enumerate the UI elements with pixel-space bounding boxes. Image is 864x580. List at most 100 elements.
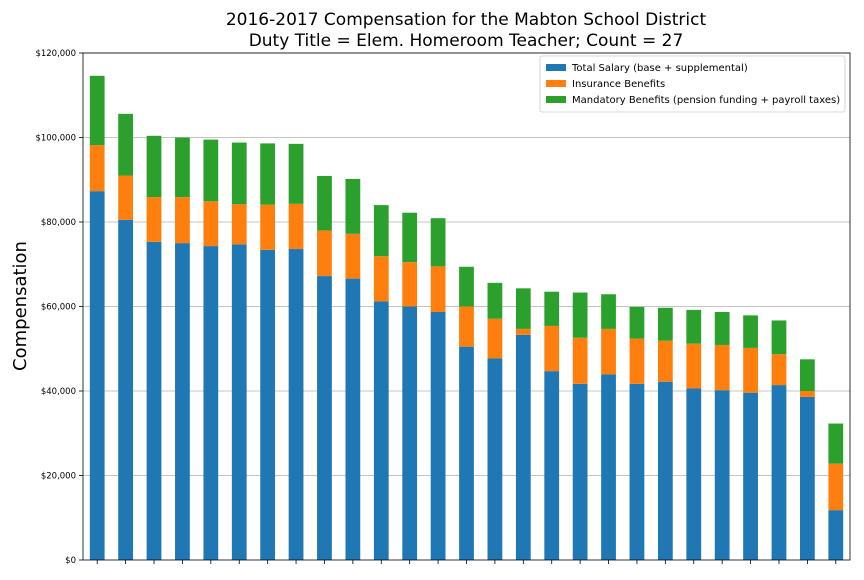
bar-segment-1 (657, 381, 673, 560)
bar-segment-2 (487, 318, 503, 359)
chart-title-line-1: 2016-2017 Compensation for the Mabton Sc… (226, 10, 707, 30)
bar-segment-1 (686, 388, 702, 560)
bar-segment-3 (317, 175, 332, 231)
bar-segment-2 (402, 262, 418, 307)
bar-segment-2 (828, 463, 844, 511)
bar-segment-1 (743, 392, 758, 560)
bar-segment-3 (118, 113, 133, 176)
bar-segment-3 (288, 143, 304, 204)
bar-segment-2 (203, 201, 219, 247)
bar-segment-3 (260, 143, 276, 205)
bar-segment-2 (743, 347, 758, 393)
bar-segment-1 (118, 219, 133, 560)
bar-segment-1 (89, 191, 105, 560)
bar-segment-3 (487, 282, 503, 319)
bar-segment-2 (146, 197, 162, 242)
bar-segment-2 (572, 337, 588, 384)
bar-segment-1 (487, 358, 503, 560)
y-tick-label: $40,000 (41, 387, 76, 397)
bar-segment-3 (89, 75, 105, 146)
bar-segment-1 (459, 346, 474, 560)
chart-title-line-2: Duty Title = Elem. Homeroom Teacher; Cou… (249, 31, 684, 51)
legend-box (539, 55, 846, 113)
bar-segment-1 (601, 374, 616, 560)
bar-segment-2 (629, 338, 645, 384)
bar-segment-3 (402, 212, 418, 263)
bar-segment-2 (317, 230, 332, 277)
bar-segment-2 (544, 325, 560, 372)
bar-segment-3 (743, 315, 758, 348)
bar-segment-2 (288, 203, 304, 250)
bar-segment-3 (345, 178, 361, 234)
legend-swatch (546, 80, 566, 87)
y-axis-label: Compensation (10, 241, 31, 371)
y-tick-label: $20,000 (41, 472, 76, 482)
legend-swatch (546, 96, 566, 103)
bar-segment-3 (657, 307, 673, 341)
legend-swatch (546, 64, 566, 71)
legend-label: Total Salary (base + supplemental) (571, 63, 748, 74)
bar-segment-1 (345, 278, 361, 560)
bar-segment-3 (601, 294, 616, 329)
bar-segment-3 (629, 306, 645, 339)
bar-segment-1 (373, 301, 389, 560)
y-tick-label: $100,000 (35, 134, 76, 144)
y-tick-label: $0 (65, 556, 76, 566)
bar-segment-2 (601, 328, 616, 375)
bar-segment-1 (430, 311, 446, 560)
y-tick-label: $60,000 (41, 303, 76, 313)
chart-title: 2016-2017 Compensation for the Mabton Sc… (226, 10, 707, 51)
bar-segment-1 (771, 385, 787, 560)
bar-segment-3 (231, 142, 247, 205)
bar-segment-2 (515, 328, 531, 335)
bar-segment-1 (260, 249, 276, 560)
legend: Total Salary (base + supplemental) Insura… (539, 55, 846, 113)
bar-segment-1 (714, 390, 730, 560)
bar-segment-1 (146, 241, 162, 561)
bar-segment-1 (515, 334, 531, 560)
bar-segment-3 (146, 135, 162, 198)
bar-segment-2 (430, 266, 446, 312)
bar-segment-2 (686, 343, 702, 389)
y-tick-label: $80,000 (41, 218, 76, 228)
bar-segment-3 (175, 137, 190, 198)
bar-segment-1 (544, 371, 560, 560)
bar-segment-1 (402, 306, 418, 560)
bar-segment-3 (771, 320, 787, 355)
bar-segment-3 (686, 309, 702, 344)
bar-segment-1 (572, 383, 588, 560)
bar-segment-2 (345, 233, 361, 279)
bar-segment-3 (515, 288, 531, 329)
bar-segment-2 (771, 354, 787, 386)
bar-segment-2 (231, 204, 247, 245)
bar-segment-2 (89, 145, 105, 192)
bar-segment-3 (572, 292, 588, 338)
bar-segment-2 (260, 204, 276, 250)
bar-segment-3 (544, 291, 560, 326)
bar-segment-1 (317, 276, 332, 560)
legend-label: Insurance Benefits (572, 79, 665, 90)
bar-segment-2 (118, 175, 133, 220)
bar-segment-2 (800, 391, 815, 397)
bar-segment-3 (828, 423, 844, 464)
bar-segment-3 (459, 266, 474, 307)
y-tick-label: $120,000 (35, 49, 76, 59)
bar-segment-1 (203, 246, 219, 560)
legend-label: Mandatory Benefits (pension funding + pa… (572, 95, 840, 106)
bar-segment-3 (430, 218, 446, 267)
bar-segment-1 (231, 244, 247, 560)
bar-segment-2 (714, 344, 730, 391)
bar-segment-1 (175, 243, 190, 560)
axes: $0 $20,000 $40,000 $60,000 $80,000 $100,000 $1… (35, 49, 851, 566)
bar-segment-3 (800, 359, 815, 391)
bar-segment-3 (373, 205, 389, 257)
bar-segment-3 (203, 139, 219, 202)
bar-segment-1 (288, 249, 304, 561)
bar-segment-2 (657, 340, 673, 382)
bars (89, 75, 844, 561)
bar-segment-2 (373, 256, 389, 302)
bar-segment-3 (714, 311, 730, 345)
bar-segment-2 (459, 306, 474, 347)
